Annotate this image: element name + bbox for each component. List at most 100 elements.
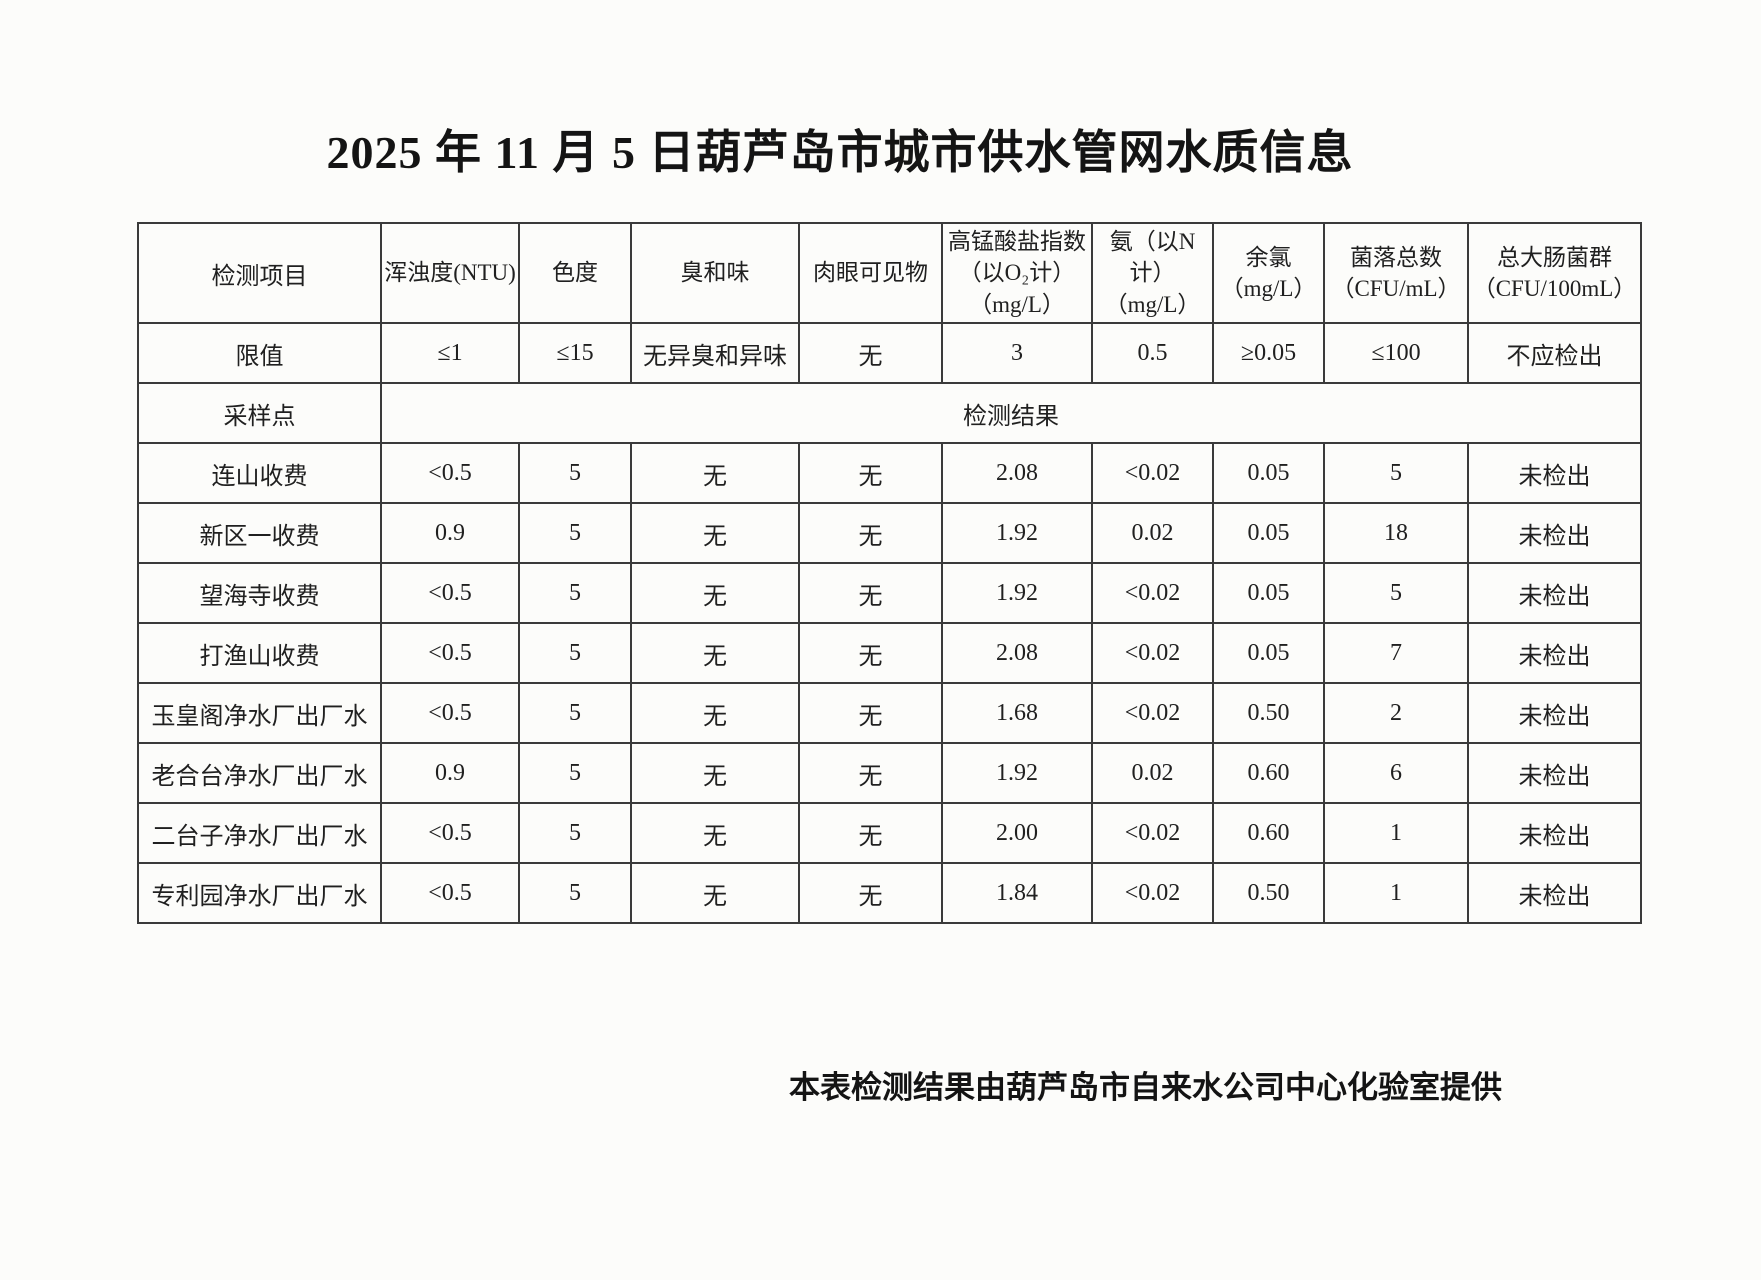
result-cell: 1.92 [941, 562, 1093, 624]
column-header-line: （以O₂计） [958, 260, 1076, 286]
column-header-line: （mg/L） [1104, 291, 1201, 317]
result-cell: 无 [798, 442, 943, 504]
result-cell: 未检出 [1467, 802, 1642, 864]
column-header-line: 色度 [552, 260, 598, 286]
result-cell: 1.84 [941, 862, 1093, 924]
result-cell: 0.05 [1212, 622, 1325, 684]
column-header-line: 浑浊度(NTU) [384, 260, 516, 286]
result-cell: 无 [798, 622, 943, 684]
column-header-line: 余氯 [1245, 244, 1292, 270]
result-cell: 2.08 [941, 442, 1093, 504]
result-cell: 无 [630, 442, 800, 504]
result-cell: 0.60 [1212, 802, 1325, 864]
sampling-point-name: 专利园净水厂出厂水 [137, 862, 382, 924]
column-header: 总大肠菌群 （CFU/100mL） [1467, 222, 1642, 324]
sampling-point-name: 新区一收费 [137, 502, 382, 564]
result-cell: 5 [518, 442, 632, 504]
result-cell: 无 [798, 502, 943, 564]
result-cell: 5 [518, 622, 632, 684]
result-cell: 5 [518, 802, 632, 864]
result-cell: 5 [1323, 562, 1469, 624]
result-cell: <0.5 [380, 442, 520, 504]
column-header-line: 高锰酸盐指数 [948, 229, 1086, 255]
result-cell: 0.60 [1212, 742, 1325, 804]
sampling-point-name: 玉皇阁净水厂出厂水 [137, 682, 382, 744]
result-cell: 1 [1323, 802, 1469, 864]
data-row: 玉皇阁净水厂出厂水 <0.5 5 无无 1.68 <0.02 0.50 2 未检出 [137, 682, 1642, 744]
result-cell: 1.68 [941, 682, 1093, 744]
water-quality-table: 检测项目 浑浊度(NTU) 色度 臭和味 肉眼可见物 高锰酸盐指数 （以O₂计） （mg/L）… [137, 222, 1642, 924]
sampling-point-label: 采样点 [137, 382, 382, 444]
column-header-line: 总大肠菌群 [1497, 244, 1612, 270]
result-cell: 7 [1323, 622, 1469, 684]
data-row: 专利园净水厂出厂水 <0.5 5 无无 1.84 <0.02 0.50 1 未检出 [137, 862, 1642, 924]
limit-row-label: 限值 [137, 322, 382, 384]
column-header: 氨（以N计） （mg/L） [1091, 222, 1214, 324]
result-cell: <0.5 [380, 682, 520, 744]
sampling-point-name: 望海寺收费 [137, 562, 382, 624]
result-cell: 2.08 [941, 622, 1093, 684]
limit-cell: 无异臭和异味 [630, 322, 800, 384]
result-cell: 无 [630, 622, 800, 684]
result-cell: 未检出 [1467, 622, 1642, 684]
column-header: 色度 [518, 222, 632, 324]
result-cell: 未检出 [1467, 502, 1642, 564]
column-header: 高锰酸盐指数 （以O₂计） （mg/L） [941, 222, 1093, 324]
test-item-header: 检测项目 [137, 222, 382, 324]
column-header-line: 肉眼可见物 [813, 260, 928, 286]
result-cell: 2.00 [941, 802, 1093, 864]
result-cell: 无 [630, 682, 800, 744]
result-cell: 无 [630, 742, 800, 804]
limit-row: 限值 ≤1 ≤15 无异臭和异味无 3 0.5 ≥0.05 ≤100 不应检出 [137, 322, 1642, 384]
sampling-point-name: 打渔山收费 [137, 622, 382, 684]
sampling-point-name: 二台子净水厂出厂水 [137, 802, 382, 864]
result-cell: <0.02 [1091, 862, 1214, 924]
data-row: 打渔山收费 <0.5 5 无无 2.08 <0.02 0.05 7 未检出 [137, 622, 1642, 684]
result-cell: 无 [798, 742, 943, 804]
data-row: 新区一收费 0.9 5 无无 1.92 0.02 0.05 18 未检出 [137, 502, 1642, 564]
page-title: 2025 年 11 月 5 日葫芦岛市城市供水管网水质信息 [326, 127, 1354, 178]
result-cell: 0.05 [1212, 502, 1325, 564]
result-cell: 5 [518, 742, 632, 804]
result-cell: 5 [518, 862, 632, 924]
result-cell: 6 [1323, 742, 1469, 804]
column-header: 肉眼可见物 [798, 222, 943, 324]
result-cell: 0.50 [1212, 862, 1325, 924]
result-cell: 未检出 [1467, 862, 1642, 924]
result-cell: 2 [1323, 682, 1469, 744]
result-cell: 0.05 [1212, 442, 1325, 504]
result-cell: 1 [1323, 862, 1469, 924]
result-cell: <0.5 [380, 862, 520, 924]
sampling-point-name: 老合台净水厂出厂水 [137, 742, 382, 804]
column-header-line: 氨（以N计） [1109, 229, 1196, 286]
result-cell: 无 [630, 802, 800, 864]
result-cell: 1.92 [941, 502, 1093, 564]
column-header-line: 臭和味 [680, 260, 750, 286]
result-cell: 无 [798, 562, 943, 624]
result-cell: 0.02 [1091, 742, 1214, 804]
sampling-point-name: 连山收费 [137, 442, 382, 504]
results-merged-cell: 检测结果 [380, 382, 1642, 444]
limit-cell: ≤1 [380, 322, 520, 384]
column-header: 菌落总数 （CFU/mL） [1323, 222, 1469, 324]
result-cell: 5 [518, 502, 632, 564]
result-cell: 0.05 [1212, 562, 1325, 624]
result-cell: <0.5 [380, 802, 520, 864]
result-cell: <0.02 [1091, 802, 1214, 864]
result-cell: 无 [798, 682, 943, 744]
result-cell: 18 [1323, 502, 1469, 564]
limit-cell: ≤15 [518, 322, 632, 384]
result-cell: <0.02 [1091, 562, 1214, 624]
result-cell: 未检出 [1467, 562, 1642, 624]
result-cell: 无 [798, 802, 943, 864]
result-cell: <0.5 [380, 562, 520, 624]
result-cell: <0.02 [1091, 622, 1214, 684]
result-cell: 无 [630, 502, 800, 564]
column-header-line: （mg/L） [1220, 276, 1317, 301]
column-header-line: 菌落总数 [1350, 244, 1442, 270]
result-cell: <0.02 [1091, 682, 1214, 744]
result-cell: 0.9 [380, 742, 520, 804]
data-row: 二台子净水厂出厂水 <0.5 5 无无 2.00 <0.02 0.60 1 未检出 [137, 802, 1642, 864]
result-cell: 0.9 [380, 502, 520, 564]
